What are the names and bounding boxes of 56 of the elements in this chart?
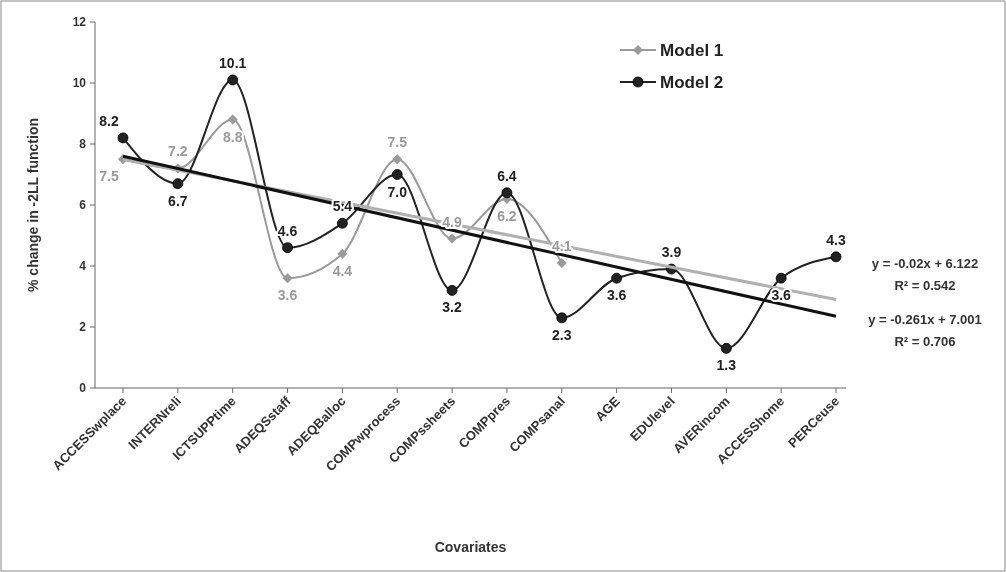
y-tick-label: 10 [72,76,87,90]
text: R² = 0.542 [894,278,956,293]
y-tick-label: 0 [79,381,87,395]
point [172,178,184,190]
point [556,257,567,268]
data-label: 1.3 [716,357,737,374]
y-axis-title: % change in -2LL function [25,118,41,292]
point [227,74,239,86]
data-label: 7.2 [168,143,188,160]
x-axis-title: Covariates [434,539,507,555]
y-tick-label: 2 [79,320,87,334]
point [447,233,458,244]
text: y = -0.02x + 6.122 [871,256,979,271]
data-label: 3.6 [606,287,627,304]
y-tick-label: 12 [72,15,87,29]
text: y = -0.261x + 7.001 [868,312,982,327]
data-label: 7.5 [99,168,119,185]
data-label: 3.2 [442,299,463,316]
data-label: 7.0 [387,183,408,200]
data-label: 3.6 [771,287,792,304]
data-label: 10.1 [219,54,247,71]
point [282,242,293,254]
data-label: 3.9 [661,244,682,261]
data-label: 5.4 [332,198,353,215]
data-label: 4.6 [277,222,298,239]
point [556,312,568,324]
point [720,342,732,354]
y-tick-label: 4 [79,259,87,273]
data-label: 4.1 [552,237,572,254]
y-tick-label: 8 [79,137,87,151]
data-label: 8.8 [222,128,243,145]
point [830,251,842,263]
legend-label: Model 1 [660,41,724,60]
point [227,114,238,125]
data-label: 8.2 [99,112,119,129]
data-label: 4.4 [332,262,353,279]
data-label: 6.2 [497,207,517,224]
data-label: 2.3 [552,326,572,343]
point [501,187,513,199]
point [282,273,293,284]
point [391,169,403,180]
y-tick-label: 6 [79,198,87,212]
data-label: 4.3 [826,231,846,248]
data-label: 3.6 [277,287,298,304]
text: R² = 0.706 [894,334,956,349]
point [392,154,403,165]
data-label: 7.5 [387,134,408,151]
legend-label: Model 2 [660,73,724,92]
data-label: 6.4 [497,167,517,184]
point [775,272,787,284]
point [446,285,458,296]
point [337,248,348,259]
point [336,217,348,229]
point [611,272,623,284]
point [117,132,129,144]
data-label: 6.7 [168,192,188,209]
